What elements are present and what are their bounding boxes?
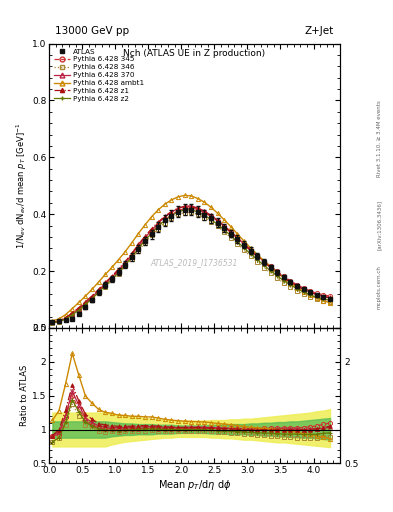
Text: 13000 GeV pp: 13000 GeV pp (55, 27, 129, 36)
Legend: ATLAS, Pythia 6.428 345, Pythia 6.428 346, Pythia 6.428 370, Pythia 6.428 ambt1,: ATLAS, Pythia 6.428 345, Pythia 6.428 34… (52, 47, 146, 104)
Text: mcplots.cern.ch: mcplots.cern.ch (377, 265, 382, 309)
Y-axis label: 1/N$_{ev}$ dN$_{ev}$/d mean $p_T$ [GeV]$^{-1}$: 1/N$_{ev}$ dN$_{ev}$/d mean $p_T$ [GeV]$… (15, 122, 29, 249)
Y-axis label: Ratio to ATLAS: Ratio to ATLAS (20, 365, 29, 426)
Text: Z+Jet: Z+Jet (305, 27, 334, 36)
Text: ATLAS_2019_I1736531: ATLAS_2019_I1736531 (151, 259, 238, 267)
Text: [arXiv:1306.3436]: [arXiv:1306.3436] (377, 200, 382, 250)
X-axis label: Mean $p_T$/d$\eta$ d$\phi$: Mean $p_T$/d$\eta$ d$\phi$ (158, 478, 231, 492)
Text: Nch (ATLAS UE in Z production): Nch (ATLAS UE in Z production) (123, 49, 266, 58)
Text: Rivet 3.1.10, ≥ 3.4M events: Rivet 3.1.10, ≥ 3.4M events (377, 100, 382, 177)
